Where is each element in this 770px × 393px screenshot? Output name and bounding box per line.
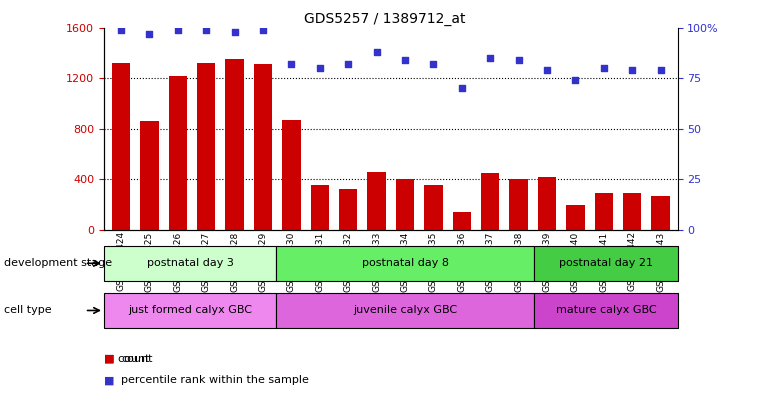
Point xyxy=(313,65,326,71)
Bar xyxy=(226,59,244,230)
Bar xyxy=(104,246,276,281)
Bar xyxy=(594,193,613,230)
Point xyxy=(229,28,241,35)
Bar xyxy=(282,120,300,230)
Text: postnatal day 3: postnatal day 3 xyxy=(146,258,233,268)
Text: postnatal day 21: postnatal day 21 xyxy=(559,258,653,268)
Point xyxy=(399,57,411,63)
Bar xyxy=(310,185,329,230)
Bar xyxy=(566,205,584,230)
Bar xyxy=(367,172,386,230)
Text: count: count xyxy=(121,354,152,364)
Point xyxy=(257,26,270,33)
Point xyxy=(285,61,297,67)
Bar xyxy=(424,185,443,230)
Bar xyxy=(104,293,276,328)
Bar xyxy=(651,196,670,230)
Text: postnatal day 8: postnatal day 8 xyxy=(362,258,449,268)
Text: juvenile calyx GBC: juvenile calyx GBC xyxy=(353,305,457,316)
Bar xyxy=(396,179,414,230)
Point xyxy=(370,49,383,55)
Text: ■: ■ xyxy=(104,375,115,385)
Text: cell type: cell type xyxy=(4,305,52,316)
Point xyxy=(512,57,524,63)
Text: ■: ■ xyxy=(104,354,115,364)
Point xyxy=(115,26,127,33)
Bar xyxy=(169,75,187,230)
Bar xyxy=(140,121,159,230)
Point xyxy=(569,77,581,83)
Text: GDS5257 / 1389712_at: GDS5257 / 1389712_at xyxy=(304,12,466,26)
Bar xyxy=(453,211,471,230)
Bar xyxy=(509,179,527,230)
Bar xyxy=(276,246,534,281)
Text: percentile rank within the sample: percentile rank within the sample xyxy=(121,375,309,385)
Text: mature calyx GBC: mature calyx GBC xyxy=(556,305,656,316)
Point xyxy=(427,61,440,67)
Point xyxy=(143,30,156,37)
Bar xyxy=(112,63,130,230)
Bar xyxy=(481,173,500,230)
Bar xyxy=(534,293,678,328)
Point xyxy=(456,85,468,91)
Bar xyxy=(276,293,534,328)
Point xyxy=(598,65,610,71)
Bar xyxy=(254,64,273,230)
Text: just formed calyx GBC: just formed calyx GBC xyxy=(128,305,252,316)
Point xyxy=(626,67,638,73)
Bar xyxy=(537,177,556,230)
Text: ■ count: ■ count xyxy=(104,354,149,364)
Bar xyxy=(534,246,678,281)
Bar xyxy=(197,63,216,230)
Point xyxy=(654,67,667,73)
Point xyxy=(484,55,497,61)
Point xyxy=(200,26,213,33)
Point xyxy=(342,61,354,67)
Point xyxy=(172,26,184,33)
Point xyxy=(541,67,553,73)
Text: development stage: development stage xyxy=(4,258,112,268)
Bar xyxy=(623,193,641,230)
Bar xyxy=(339,189,357,230)
